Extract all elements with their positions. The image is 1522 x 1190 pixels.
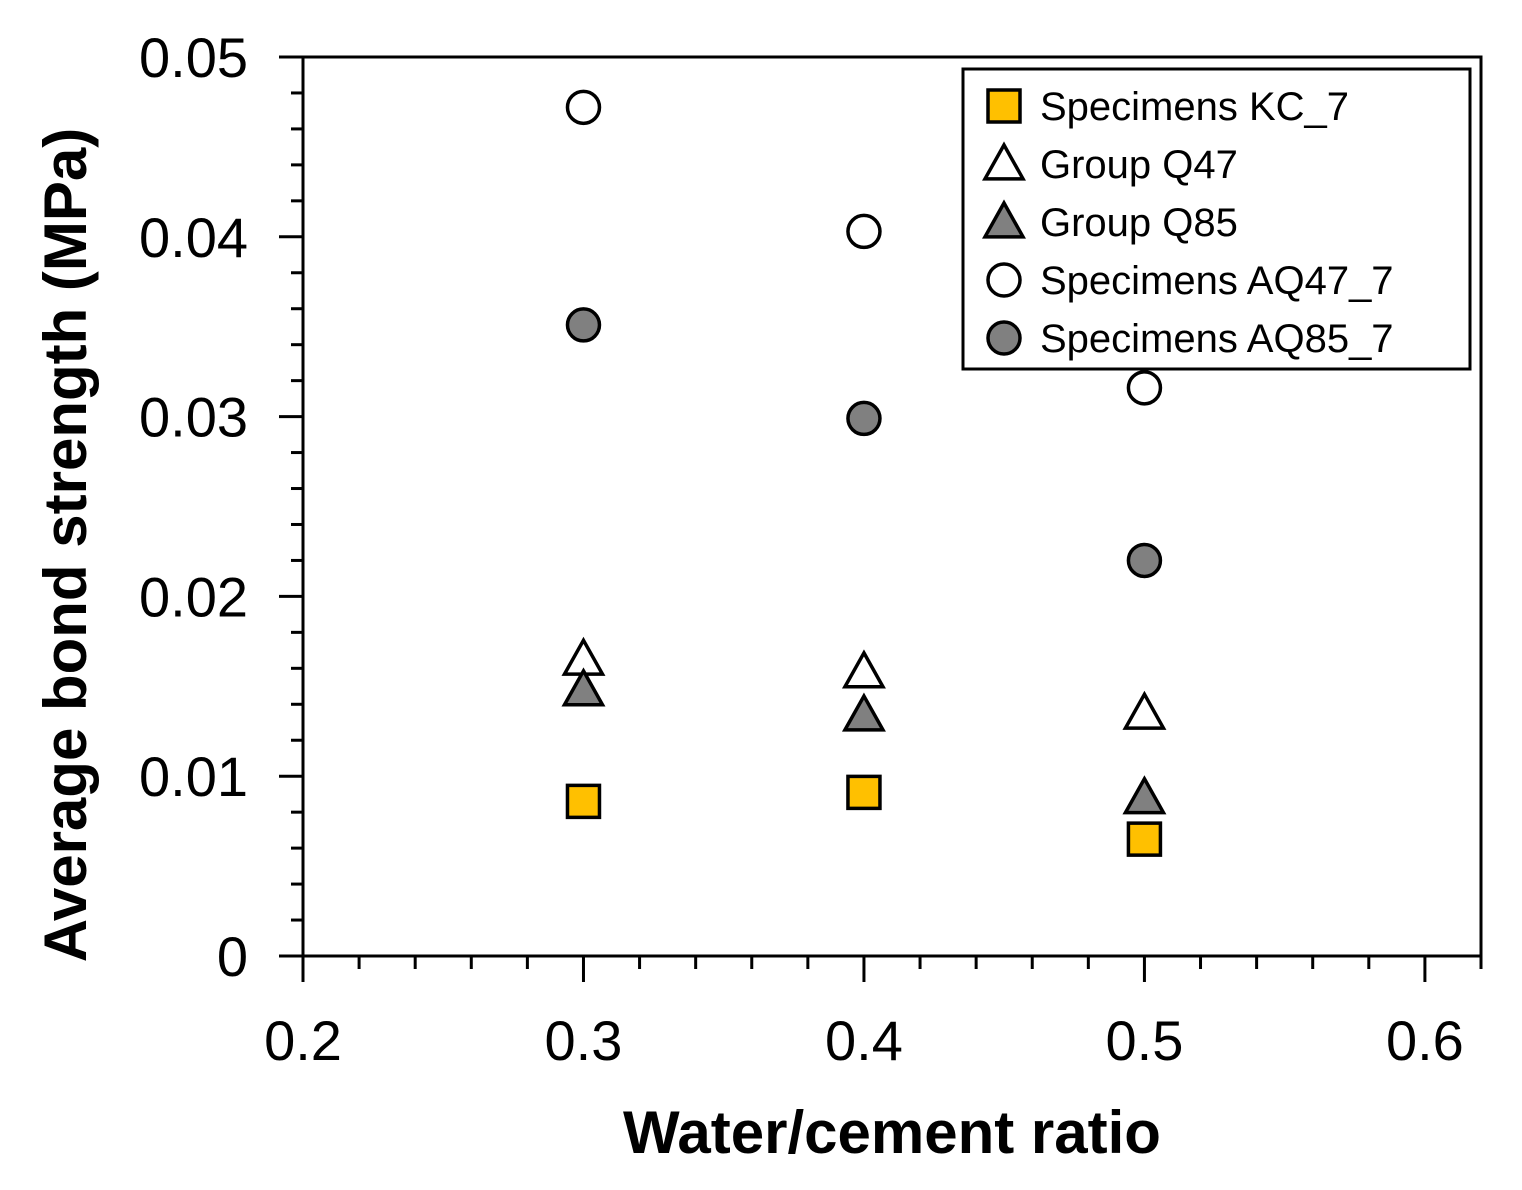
- legend-marker: [986, 262, 1022, 298]
- legend-label: Specimens AQ85_7: [1040, 317, 1394, 361]
- axis-ticks: [279, 55, 1483, 982]
- legend-label: Group Q85: [1040, 201, 1238, 245]
- data-point: [846, 213, 882, 250]
- data-point: [565, 307, 602, 343]
- y-tick-label: 0.03: [139, 386, 248, 449]
- x-axis-title: Water/cement ratio: [623, 1099, 1161, 1166]
- legend-label: Specimens KC_7: [1040, 85, 1349, 129]
- x-tick-label: 0.4: [825, 1009, 903, 1072]
- data-point: [565, 89, 602, 126]
- legend-label: Specimens AQ47_7: [1040, 259, 1394, 303]
- y-axis-title: Average bond strength (MPa): [32, 128, 99, 963]
- x-tick-label: 0.6: [1386, 1009, 1464, 1072]
- x-tick-label: 0.2: [264, 1009, 342, 1072]
- data-point: [1122, 690, 1167, 730]
- legend-marker: [982, 199, 1026, 239]
- tick-labels: 0.2 0.3 0.4 0.5 0.6 0 0.01 0.02 0.03 0.04 0.05: [139, 26, 1464, 1072]
- data-point: [1122, 775, 1167, 815]
- legend-marker: [982, 141, 1026, 181]
- data-point: [1126, 542, 1163, 579]
- data-point: [565, 783, 602, 820]
- y-tick-label: 0.01: [139, 745, 248, 808]
- data-point: [1126, 821, 1163, 857]
- data-point: [846, 400, 882, 437]
- legend: Specimens KC_7 Group Q47 Group Q85 Specimen…: [961, 67, 1472, 371]
- y-tick-label: 0: [217, 925, 248, 988]
- legend-label: Group Q47: [1040, 143, 1238, 187]
- x-tick-label: 0.3: [545, 1009, 623, 1072]
- legend-marker: [986, 320, 1022, 356]
- y-tick-label: 0.05: [139, 26, 248, 89]
- data-point: [841, 649, 886, 689]
- y-tick-label: 0.04: [139, 206, 248, 269]
- x-tick-label: 0.5: [1105, 1009, 1183, 1072]
- data-point: [841, 692, 886, 732]
- legend-box: [961, 67, 1472, 371]
- data-points: [561, 89, 1167, 857]
- data-point: [1126, 370, 1163, 406]
- data-point: [561, 667, 606, 707]
- data-point: [846, 774, 882, 811]
- y-tick-label: 0.02: [139, 565, 248, 628]
- legend-marker: [986, 88, 1022, 124]
